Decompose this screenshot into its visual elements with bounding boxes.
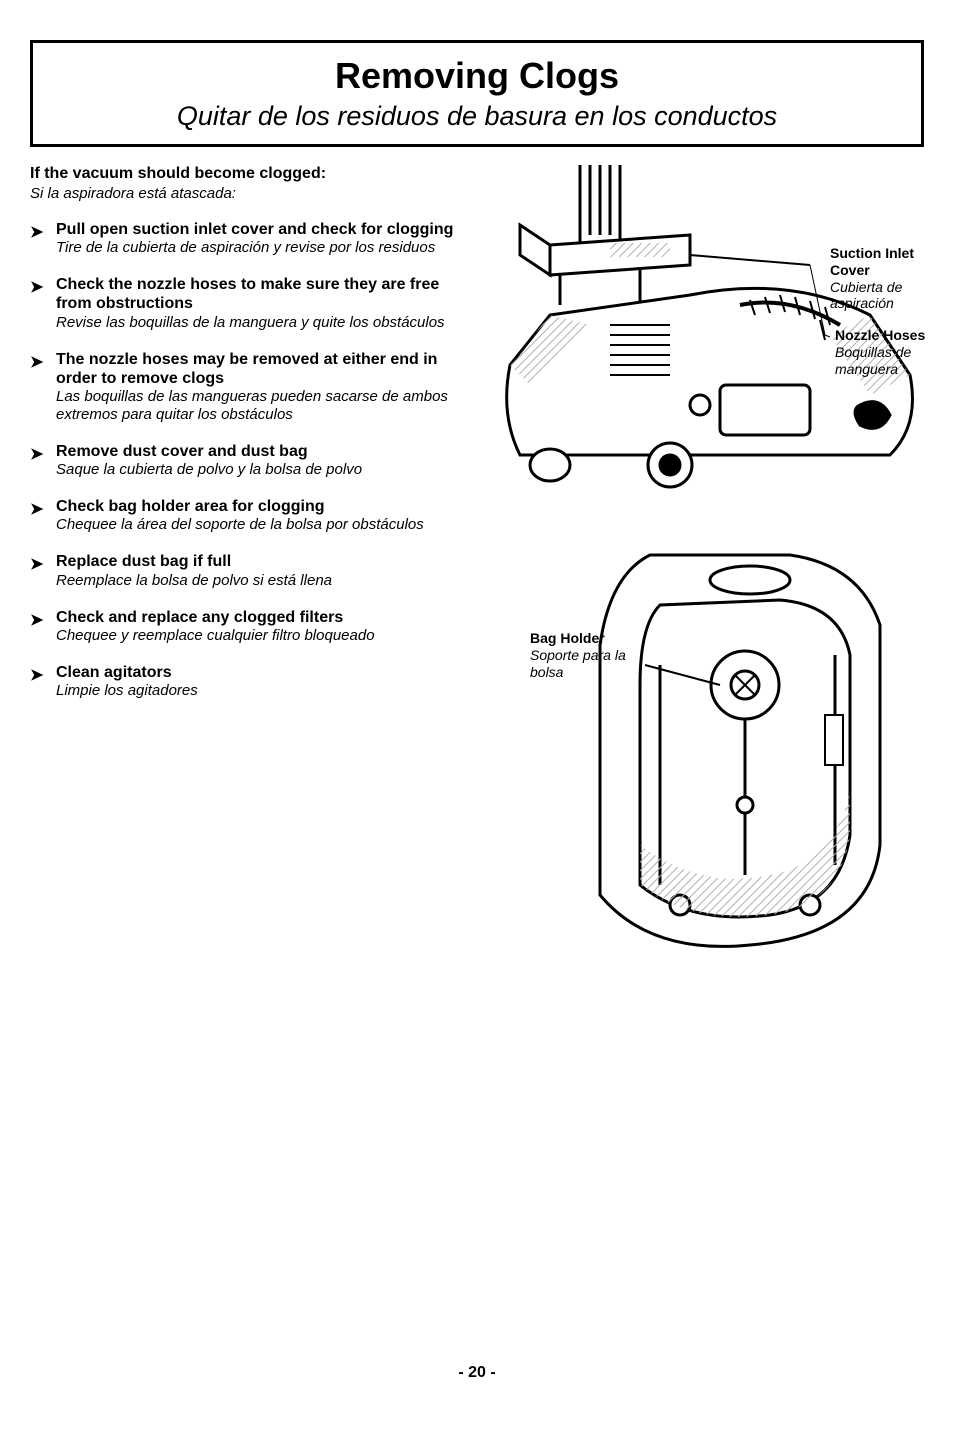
bullet-es: Chequee la área del soporte de la bolsa … — [56, 516, 424, 533]
diagram-vacuum-base: Suction Inlet Cover Cubierta de aspiraci… — [490, 165, 950, 525]
bullet-en: Pull open suction inlet cover and check … — [56, 221, 453, 238]
callout-en: Suction Inlet Cover — [830, 245, 945, 279]
list-item: ➤ The nozzle hoses may be removed at eit… — [30, 350, 470, 424]
diagram-bag-holder: Bag Holder Soporte para la bolsa — [490, 545, 910, 965]
page-number: - 20 - — [0, 1364, 954, 1382]
intro-es: Si la aspiradora está atascada: — [30, 185, 470, 202]
arrow-icon: ➤ — [30, 610, 43, 630]
callout-es: Boquillas de manguera — [835, 344, 950, 378]
bullet-en: Remove dust cover and dust bag — [56, 443, 308, 460]
bullet-es: Tire de la cubierta de aspiración y revi… — [56, 239, 435, 256]
bullet-en: Replace dust bag if full — [56, 553, 231, 570]
left-column: If the vacuum should become clogged: Si … — [30, 165, 470, 965]
bullet-es: Reemplace la bolsa de polvo si está llen… — [56, 572, 332, 589]
arrow-icon: ➤ — [30, 222, 43, 242]
arrow-icon: ➤ — [30, 277, 43, 297]
bullet-es: Chequee y reemplace cualquier filtro blo… — [56, 627, 375, 644]
title-box: Removing Clogs Quitar de los residuos de… — [30, 40, 924, 147]
callout-en: Nozzle Hoses — [835, 327, 950, 344]
callout-es: Soporte para la bolsa — [530, 647, 640, 681]
bullet-es: Las boquillas de las mangueras pueden sa… — [56, 388, 448, 423]
list-item: ➤ Replace dust bag if full Reemplace la … — [30, 552, 470, 589]
bullet-en: Clean agitators — [56, 664, 172, 681]
bullet-es: Revise las boquillas de la manguera y qu… — [56, 314, 445, 331]
title-es: Quitar de los residuos de basura en los … — [53, 101, 901, 132]
bullet-list: ➤ Pull open suction inlet cover and chec… — [30, 220, 470, 700]
arrow-icon: ➤ — [30, 554, 43, 574]
list-item: ➤ Check and replace any clogged filters … — [30, 608, 470, 645]
list-item: ➤ Check bag holder area for clogging Che… — [30, 497, 470, 534]
callout-bagholder: Bag Holder Soporte para la bolsa — [530, 630, 640, 680]
bag-holder-svg — [490, 545, 910, 965]
bullet-en: Check and replace any clogged filters — [56, 609, 343, 626]
content-row: If the vacuum should become clogged: Si … — [30, 165, 924, 965]
list-item: ➤ Remove dust cover and dust bag Saque l… — [30, 442, 470, 479]
right-column: Suction Inlet Cover Cubierta de aspiraci… — [490, 165, 950, 965]
bullet-es: Limpie los agitadores — [56, 682, 198, 699]
callout-suction: Suction Inlet Cover Cubierta de aspiraci… — [830, 245, 945, 312]
intro-en: If the vacuum should become clogged: — [30, 165, 470, 183]
bullet-en: The nozzle hoses may be removed at eithe… — [56, 351, 437, 387]
callout-es: Cubierta de aspiración — [830, 279, 945, 313]
list-item: ➤ Pull open suction inlet cover and chec… — [30, 220, 470, 257]
bullet-en: Check the nozzle hoses to make sure they… — [56, 276, 439, 312]
bullet-es: Saque la cubierta de polvo y la bolsa de… — [56, 461, 362, 478]
arrow-icon: ➤ — [30, 499, 43, 519]
arrow-icon: ➤ — [30, 352, 43, 372]
list-item: ➤ Check the nozzle hoses to make sure th… — [30, 275, 470, 331]
callout-en: Bag Holder — [530, 630, 640, 647]
arrow-icon: ➤ — [30, 444, 43, 464]
arrow-icon: ➤ — [30, 665, 43, 685]
bullet-en: Check bag holder area for clogging — [56, 498, 325, 515]
callout-nozzle: Nozzle Hoses Boquillas de manguera — [835, 327, 950, 377]
list-item: ➤ Clean agitators Limpie los agitadores — [30, 663, 470, 700]
title-en: Removing Clogs — [53, 55, 901, 97]
